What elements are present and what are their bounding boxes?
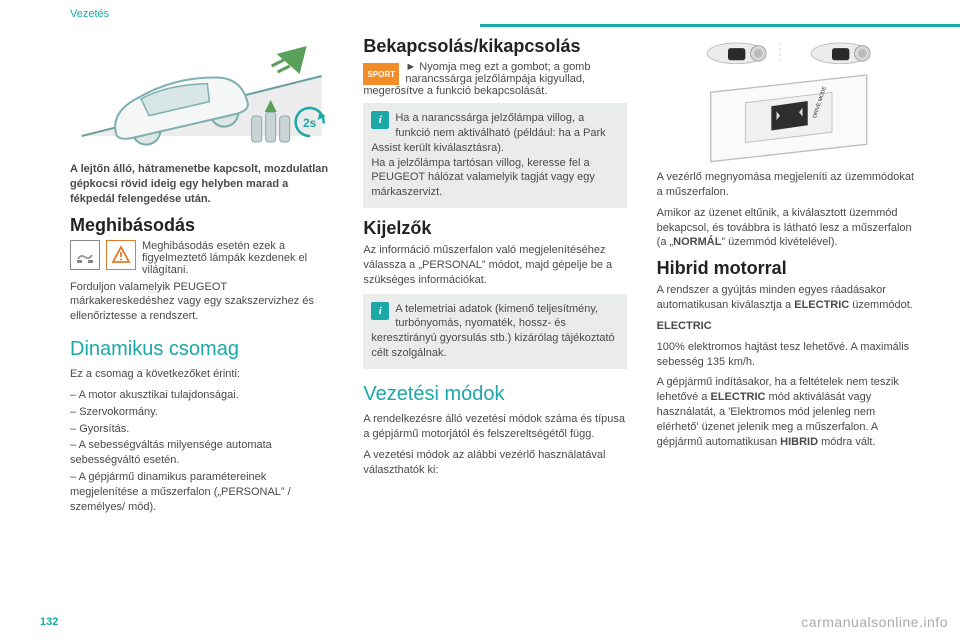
column-3: DRIVE MODE A vezérlő megnyomása megjelen…: [657, 36, 920, 517]
hill-hold-illustration: 2s: [70, 36, 333, 156]
text-bold: ELECTRIC: [794, 299, 849, 311]
fault-text-1: Meghibásodás esetén ezek a figyelmeztető…: [142, 240, 307, 276]
fault-text-2: Forduljon valamelyik PEUGEOT márkakeresk…: [70, 280, 333, 325]
watermark: carmanualsonline.info: [801, 614, 948, 630]
section-header: Vezetés: [0, 0, 960, 26]
traction-warning-icon: [70, 240, 100, 270]
text-fragment: ” üzemmód kivételével).: [721, 236, 837, 248]
electric-label: ELECTRIC: [657, 319, 920, 334]
page-number: 132: [40, 616, 58, 628]
list-item: A sebességváltás milyensége automata seb…: [70, 438, 333, 468]
heading-displays: Kijelzők: [363, 218, 626, 239]
modes-text-2: A vezetési módok az alábbi vezérlő haszn…: [363, 448, 626, 478]
info-text-2: A telemetriai adatok (kimenő teljesítmén…: [371, 303, 614, 360]
displays-text: Az információ műszerfalon való megjelení…: [363, 243, 626, 288]
electric-text-1: 100% elektromos hajtást tesz lehetővé. A…: [657, 340, 920, 370]
heading-fault: Meghibásodás: [70, 215, 333, 236]
info-box-2: i A telemetriai adatok (kimenő teljesítm…: [363, 294, 626, 369]
text-fragment: üzemmódot.: [849, 299, 913, 311]
heading-dynamic-pack: Dinamikus csomag: [70, 338, 333, 361]
list-item: Szervokormány.: [70, 405, 333, 420]
control-text-1: A vezérlő megnyomása megjeleníti az üzem…: [657, 170, 920, 200]
info-icon: i: [371, 111, 389, 129]
column-2: Bekapcsolás/kikapcsolás SPORT ► Nyomja m…: [363, 36, 626, 517]
dynamic-list: A motor akusztikai tulajdonságai. Szervo…: [70, 388, 333, 515]
svg-text:2s: 2s: [303, 116, 317, 130]
info-text-1: Ha a narancssárga jelzőlámpa villog, a f…: [371, 112, 605, 198]
text-fragment: módra vált.: [818, 436, 875, 448]
list-item: A gépjármű dinamikus paramétereinek megj…: [70, 470, 333, 515]
list-item: A motor akusztikai tulajdonságai.: [70, 388, 333, 403]
illustration-caption: A lejtőn álló, hátramenetbe kapcsolt, mo…: [70, 162, 333, 207]
modes-text-1: A rendelkezésre álló vezetési módok szám…: [363, 412, 626, 442]
heading-on-off: Bekapcsolás/kikapcsolás: [363, 36, 626, 57]
dynamic-intro: Ez a csomag a következőket érinti:: [70, 367, 333, 382]
fault-text-wrap: Meghibásodás esetén ezek a figyelmeztető…: [142, 240, 333, 276]
text-bold: HIBRID: [780, 436, 818, 448]
info-box-1: i Ha a narancssárga jelzőlámpa villog, a…: [363, 103, 626, 208]
text-bold: NORMÁL: [673, 236, 721, 248]
content-columns: 2s A lejtőn álló, hátramenetbe kapcsolt,…: [0, 26, 960, 517]
header-rule: [480, 24, 960, 27]
info-icon: i: [371, 302, 389, 320]
drive-mode-illustration: DRIVE MODE: [657, 36, 920, 166]
text-bold: ELECTRIC: [710, 391, 765, 403]
sport-paragraph: SPORT ► Nyomja meg ezt a gombot; a gomb …: [363, 61, 626, 97]
control-text-2: Amikor az üzenet eltűnik, a kiválasztott…: [657, 206, 920, 251]
electric-text-2: A gépjármű indításakor, ha a feltételek …: [657, 375, 920, 449]
heading-hybrid: Hibrid motorral: [657, 258, 920, 279]
triangle-warning-icon: [106, 240, 136, 270]
heading-driving-modes: Vezetési módok: [363, 383, 626, 406]
fault-icon-row: Meghibásodás esetén ezek a figyelmeztető…: [70, 240, 333, 276]
list-item: Gyorsítás.: [70, 422, 333, 437]
sport-badge-icon: SPORT: [363, 63, 399, 85]
hybrid-text: A rendszer a gyújtás minden egyes ráadás…: [657, 283, 920, 313]
column-1: 2s A lejtőn álló, hátramenetbe kapcsolt,…: [70, 36, 333, 517]
